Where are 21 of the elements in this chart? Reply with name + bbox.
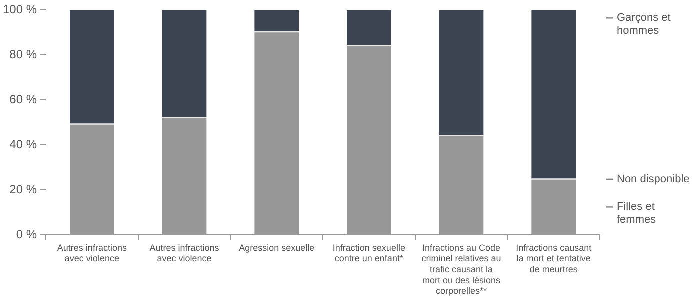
x-tick-label: Autres infractions avec violence [150, 242, 220, 264]
x-tick-label: Infractions au Code criminel relatives au trafic causant la mort ou des lésions corporelles** [422, 242, 502, 296]
text: Filles et femmes [617, 201, 657, 226]
x-tick-label: Autres infractions avec violence [57, 242, 128, 264]
y-tick-label: 100 % [2, 2, 38, 17]
bar [532, 10, 576, 179]
y-tick-label: 60 % [10, 92, 38, 106]
bar [162, 10, 207, 117]
text: Non disponible [617, 173, 690, 186]
x-tick-label: Agression sexuelle [239, 242, 315, 253]
y-tick-label: 0 % [16, 227, 38, 242]
y-tick-label: 20 % [10, 182, 38, 196]
bar [347, 10, 392, 46]
bar [439, 10, 484, 135]
y-tick-label: 40 % [10, 137, 38, 152]
y-tick-label: 80 % [10, 47, 38, 62]
x-tick-label: Infractions causant la mort et tentative de meurtres [516, 242, 592, 274]
bar [254, 10, 300, 32]
text: Garçons et hommes [617, 12, 671, 38]
x-tick-label: Infraction sexuelle contre un enfant* [332, 242, 406, 264]
bar [70, 10, 114, 124]
